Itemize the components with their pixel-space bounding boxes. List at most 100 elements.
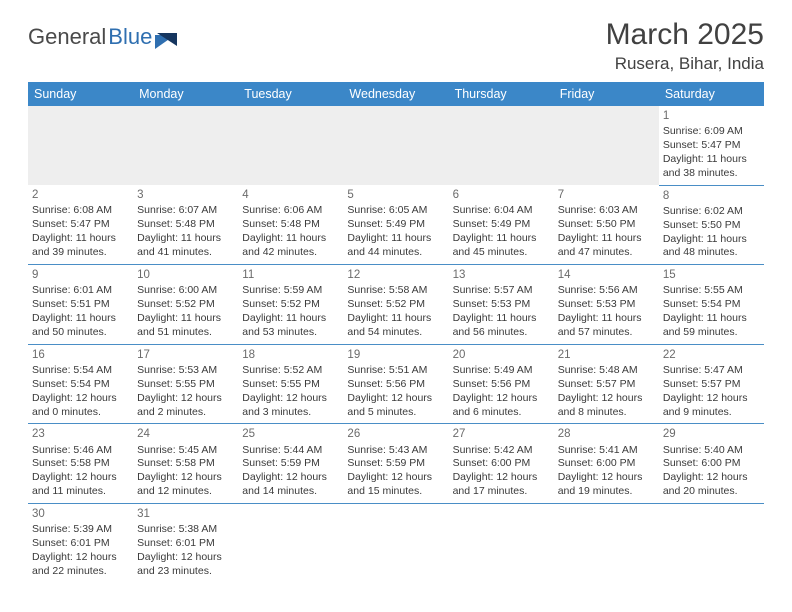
day-number: 12 — [347, 268, 444, 283]
empty-cell — [343, 106, 448, 185]
daylight-text-1: Daylight: 12 hours — [558, 392, 655, 406]
day-number: 16 — [32, 348, 129, 363]
day-cell: 20Sunrise: 5:49 AMSunset: 5:56 PMDayligh… — [449, 344, 554, 424]
sunrise-text: Sunrise: 5:39 AM — [32, 523, 129, 537]
daylight-text-1: Daylight: 11 hours — [347, 312, 444, 326]
daylight-text-1: Daylight: 11 hours — [137, 232, 234, 246]
daylight-text-1: Daylight: 12 hours — [32, 551, 129, 565]
sunrise-text: Sunrise: 5:53 AM — [137, 364, 234, 378]
weekday-header-row: Sunday Monday Tuesday Wednesday Thursday… — [28, 82, 764, 106]
sunrise-text: Sunrise: 5:51 AM — [347, 364, 444, 378]
day-number: 20 — [453, 348, 550, 363]
sunset-text: Sunset: 6:00 PM — [663, 457, 760, 471]
day-cell: 24Sunrise: 5:45 AMSunset: 5:58 PMDayligh… — [133, 424, 238, 504]
sunset-text: Sunset: 5:56 PM — [347, 378, 444, 392]
sunrise-text: Sunrise: 6:01 AM — [32, 284, 129, 298]
day-cell: 13Sunrise: 5:57 AMSunset: 5:53 PMDayligh… — [449, 265, 554, 345]
calendar-row: 16Sunrise: 5:54 AMSunset: 5:54 PMDayligh… — [28, 344, 764, 424]
daylight-text-2: and 23 minutes. — [137, 565, 234, 579]
day-number: 17 — [137, 348, 234, 363]
sunrise-text: Sunrise: 5:48 AM — [558, 364, 655, 378]
empty-cell — [449, 106, 554, 185]
sunset-text: Sunset: 5:57 PM — [663, 378, 760, 392]
sunset-text: Sunset: 5:52 PM — [242, 298, 339, 312]
daylight-text-1: Daylight: 12 hours — [32, 471, 129, 485]
day-cell: 23Sunrise: 5:46 AMSunset: 5:58 PMDayligh… — [28, 424, 133, 504]
sunset-text: Sunset: 5:58 PM — [32, 457, 129, 471]
empty-cell — [238, 504, 343, 583]
title-block: March 2025 Rusera, Bihar, India — [606, 18, 764, 74]
day-number: 31 — [137, 507, 234, 522]
day-number: 10 — [137, 268, 234, 283]
sunrise-text: Sunrise: 6:09 AM — [663, 125, 760, 139]
empty-cell — [28, 106, 133, 185]
day-number: 8 — [663, 189, 760, 204]
sunrise-text: Sunrise: 5:54 AM — [32, 364, 129, 378]
sunrise-text: Sunrise: 5:49 AM — [453, 364, 550, 378]
daylight-text-1: Daylight: 12 hours — [242, 471, 339, 485]
day-cell: 28Sunrise: 5:41 AMSunset: 6:00 PMDayligh… — [554, 424, 659, 504]
sunrise-text: Sunrise: 5:52 AM — [242, 364, 339, 378]
sunset-text: Sunset: 5:49 PM — [453, 218, 550, 232]
empty-cell — [238, 106, 343, 185]
daylight-text-2: and 51 minutes. — [137, 326, 234, 340]
daylight-text-1: Daylight: 11 hours — [242, 312, 339, 326]
day-number: 22 — [663, 348, 760, 363]
sunset-text: Sunset: 5:55 PM — [242, 378, 339, 392]
daylight-text-1: Daylight: 12 hours — [347, 392, 444, 406]
daylight-text-1: Daylight: 12 hours — [137, 471, 234, 485]
day-number: 18 — [242, 348, 339, 363]
daylight-text-1: Daylight: 11 hours — [663, 233, 760, 247]
day-number: 27 — [453, 427, 550, 442]
sunrise-text: Sunrise: 5:45 AM — [137, 444, 234, 458]
daylight-text-2: and 15 minutes. — [347, 485, 444, 499]
calendar-row: 1Sunrise: 6:09 AMSunset: 5:47 PMDaylight… — [28, 106, 764, 185]
day-cell: 27Sunrise: 5:42 AMSunset: 6:00 PMDayligh… — [449, 424, 554, 504]
day-number: 7 — [558, 188, 655, 203]
day-number: 21 — [558, 348, 655, 363]
day-cell: 3Sunrise: 6:07 AMSunset: 5:48 PMDaylight… — [133, 185, 238, 265]
day-number: 2 — [32, 188, 129, 203]
sunrise-text: Sunrise: 5:57 AM — [453, 284, 550, 298]
calendar-row: 2Sunrise: 6:08 AMSunset: 5:47 PMDaylight… — [28, 185, 764, 265]
day-number: 28 — [558, 427, 655, 442]
day-number: 24 — [137, 427, 234, 442]
daylight-text-1: Daylight: 11 hours — [558, 232, 655, 246]
sunrise-text: Sunrise: 6:02 AM — [663, 205, 760, 219]
daylight-text-2: and 59 minutes. — [663, 326, 760, 340]
sunrise-text: Sunrise: 5:44 AM — [242, 444, 339, 458]
daylight-text-1: Daylight: 11 hours — [242, 232, 339, 246]
sunset-text: Sunset: 5:55 PM — [137, 378, 234, 392]
daylight-text-1: Daylight: 11 hours — [453, 312, 550, 326]
sunrise-text: Sunrise: 6:03 AM — [558, 204, 655, 218]
daylight-text-2: and 39 minutes. — [32, 246, 129, 260]
weekday-thu: Thursday — [449, 82, 554, 106]
daylight-text-2: and 57 minutes. — [558, 326, 655, 340]
sunrise-text: Sunrise: 5:58 AM — [347, 284, 444, 298]
sunrise-text: Sunrise: 6:00 AM — [137, 284, 234, 298]
day-cell: 19Sunrise: 5:51 AMSunset: 5:56 PMDayligh… — [343, 344, 448, 424]
sunrise-text: Sunrise: 5:56 AM — [558, 284, 655, 298]
daylight-text-1: Daylight: 11 hours — [558, 312, 655, 326]
day-cell: 25Sunrise: 5:44 AMSunset: 5:59 PMDayligh… — [238, 424, 343, 504]
day-cell: 30Sunrise: 5:39 AMSunset: 6:01 PMDayligh… — [28, 504, 133, 583]
daylight-text-2: and 45 minutes. — [453, 246, 550, 260]
sunrise-text: Sunrise: 5:43 AM — [347, 444, 444, 458]
daylight-text-2: and 14 minutes. — [242, 485, 339, 499]
sunset-text: Sunset: 6:00 PM — [453, 457, 550, 471]
day-cell: 5Sunrise: 6:05 AMSunset: 5:49 PMDaylight… — [343, 185, 448, 265]
daylight-text-2: and 11 minutes. — [32, 485, 129, 499]
day-number: 29 — [663, 427, 760, 442]
daylight-text-1: Daylight: 12 hours — [242, 392, 339, 406]
daylight-text-2: and 38 minutes. — [663, 167, 760, 181]
day-cell: 31Sunrise: 5:38 AMSunset: 6:01 PMDayligh… — [133, 504, 238, 583]
sunrise-text: Sunrise: 5:59 AM — [242, 284, 339, 298]
sunset-text: Sunset: 5:53 PM — [453, 298, 550, 312]
location-title: Rusera, Bihar, India — [606, 54, 764, 74]
daylight-text-1: Daylight: 11 hours — [663, 312, 760, 326]
daylight-text-1: Daylight: 11 hours — [137, 312, 234, 326]
sunset-text: Sunset: 5:59 PM — [242, 457, 339, 471]
day-cell: 29Sunrise: 5:40 AMSunset: 6:00 PMDayligh… — [659, 424, 764, 504]
day-cell: 14Sunrise: 5:56 AMSunset: 5:53 PMDayligh… — [554, 265, 659, 345]
daylight-text-2: and 54 minutes. — [347, 326, 444, 340]
